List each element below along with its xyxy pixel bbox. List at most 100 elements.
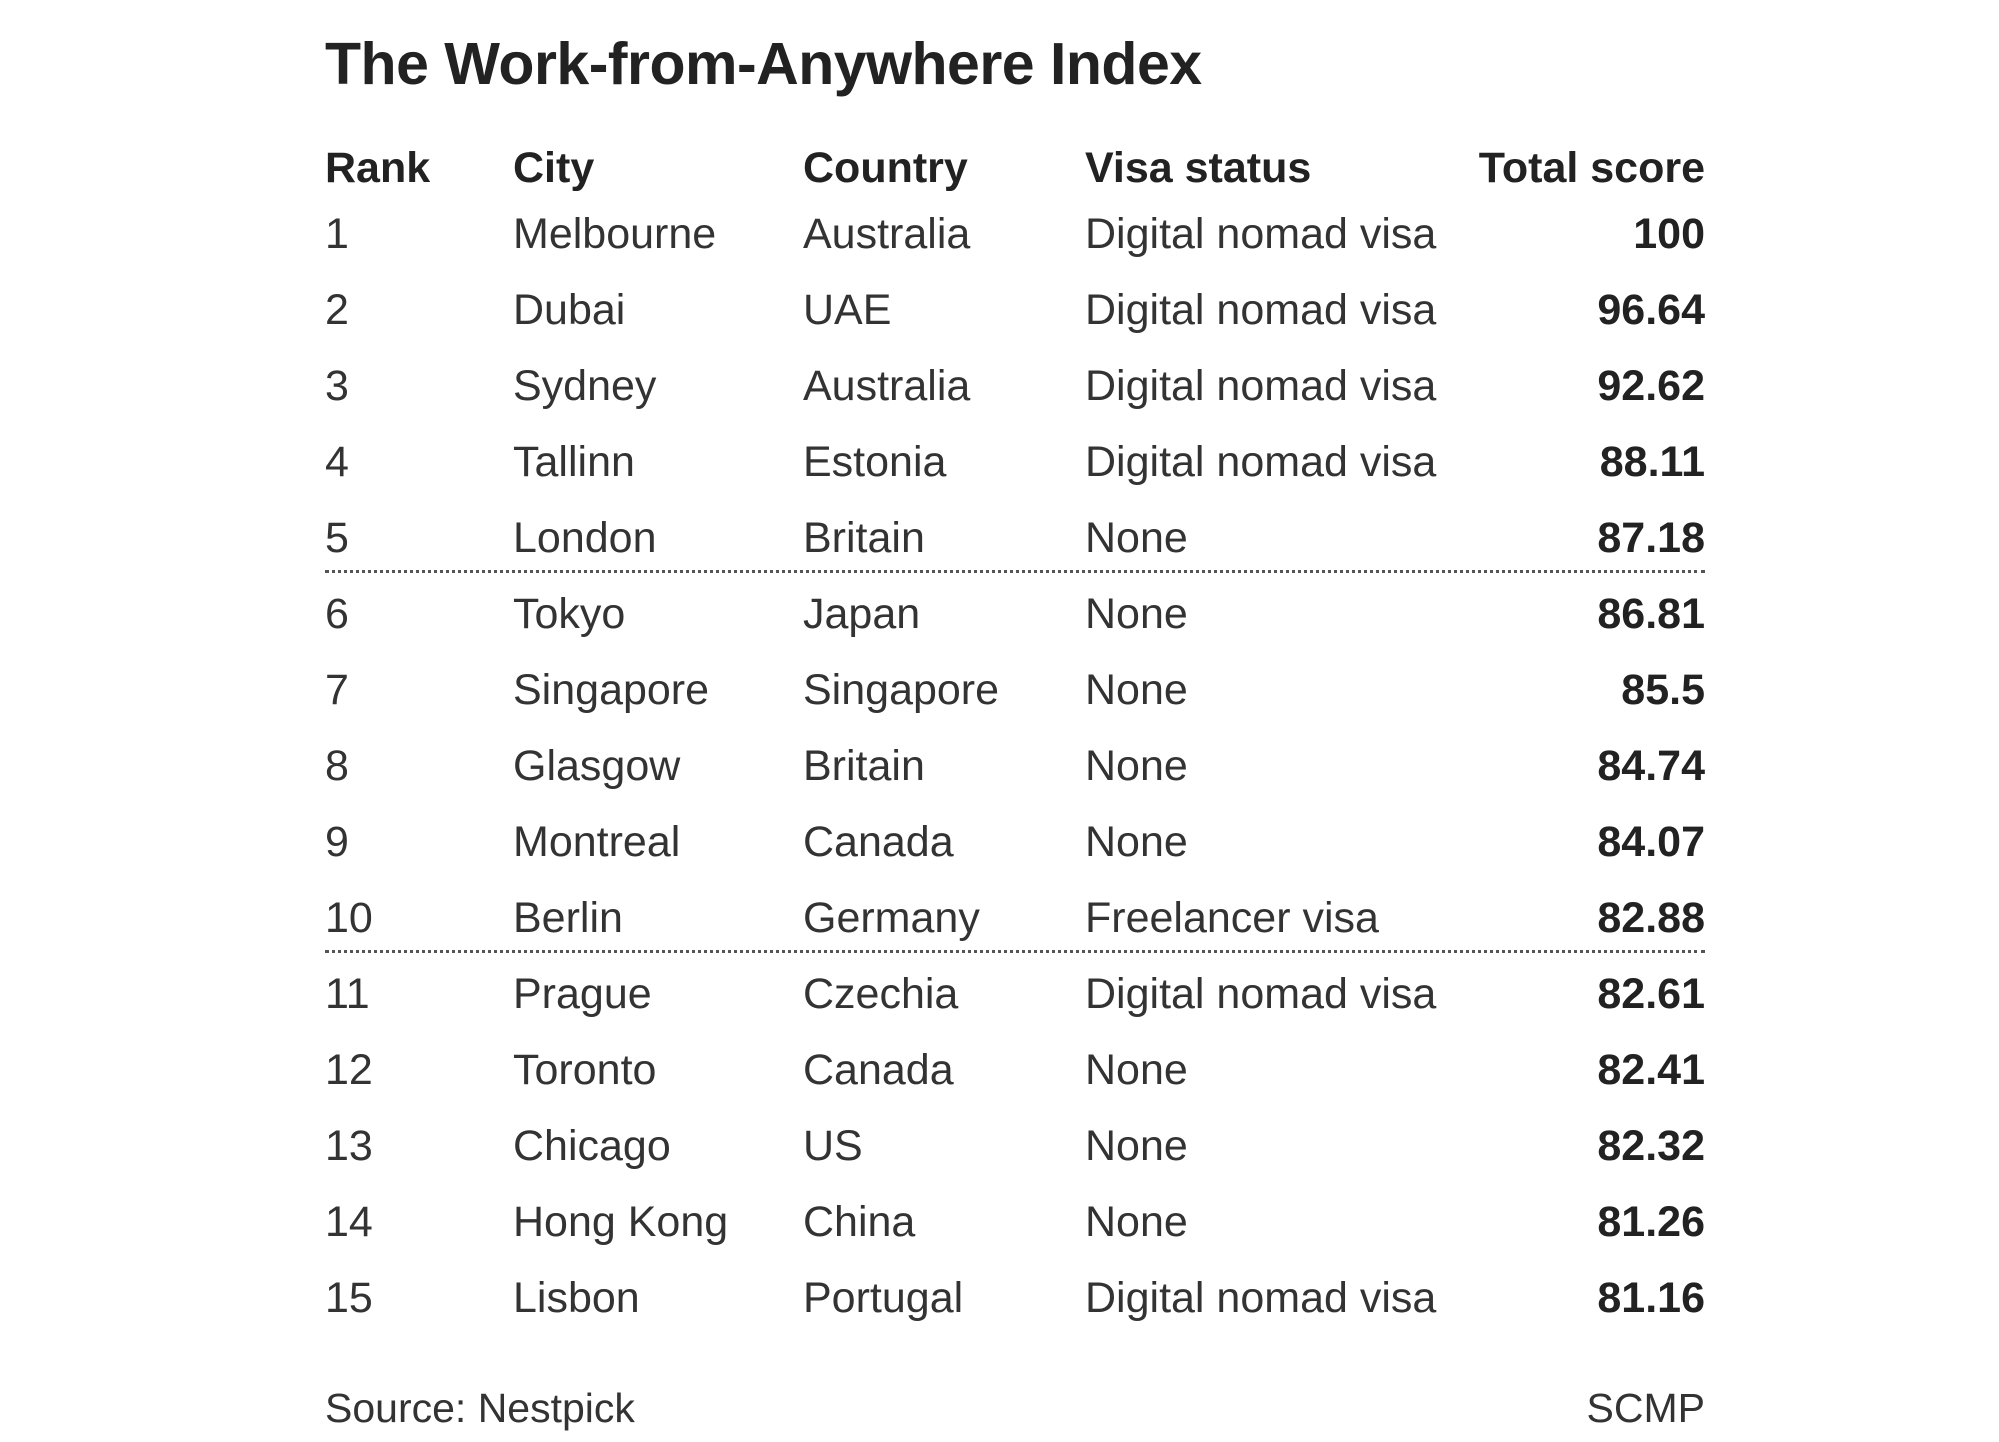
total-score-cell: 81.26 — [1597, 1198, 1705, 1246]
publisher-credit: SCMP — [1586, 1385, 1705, 1431]
table-row: 12 Toronto Canada None 82.41 — [325, 1036, 1705, 1112]
total-score-cell: 88.11 — [1599, 438, 1705, 486]
total-score-cell: 96.64 — [1597, 286, 1705, 334]
city-cell: Prague — [513, 970, 652, 1018]
rank-cell: 5 — [325, 514, 349, 562]
header-country: Country — [803, 144, 968, 192]
rank-cell: 15 — [325, 1274, 373, 1322]
table-row: 13 Chicago US None 82.32 — [325, 1112, 1705, 1188]
country-cell: Canada — [803, 1046, 954, 1094]
rank-cell: 7 — [325, 666, 349, 714]
total-score-cell: 82.88 — [1597, 894, 1705, 942]
country-cell: UAE — [803, 286, 892, 334]
table-row: 9 Montreal Canada None 84.07 — [325, 808, 1705, 884]
rank-cell: 8 — [325, 742, 349, 790]
rank-cell: 1 — [325, 210, 349, 258]
city-cell: Toronto — [513, 1046, 657, 1094]
city-cell: Berlin — [513, 894, 623, 942]
chart-title: The Work-from-Anywhere Index — [325, 31, 1202, 97]
country-cell: Germany — [803, 894, 980, 942]
city-cell: Sydney — [513, 362, 657, 410]
country-cell: Japan — [803, 590, 921, 638]
table-row: 10 Berlin Germany Freelancer visa 82.88 — [325, 884, 1705, 960]
visa-status-cell: None — [1085, 742, 1188, 790]
rank-cell: 6 — [325, 590, 349, 638]
total-score-cell: 82.32 — [1597, 1122, 1705, 1170]
table-row: 15 Lisbon Portugal Digital nomad visa 81.16 — [325, 1264, 1705, 1340]
visa-status-cell: Digital nomad visa — [1085, 362, 1437, 410]
country-cell: Estonia — [803, 438, 947, 486]
country-cell: Britain — [803, 514, 925, 562]
table-row: 3 Sydney Australia Digital nomad visa 92.62 — [325, 352, 1705, 428]
visa-status-cell: None — [1085, 1198, 1188, 1246]
country-cell: Canada — [803, 818, 954, 866]
table-row: 8 Glasgow Britain None 84.74 — [325, 732, 1705, 808]
visa-status-cell: None — [1085, 590, 1188, 638]
city-cell: Chicago — [513, 1122, 671, 1170]
visa-status-cell: None — [1085, 666, 1188, 714]
table-row: 11 Prague Czechia Digital nomad visa 82.61 — [325, 960, 1705, 1036]
table-row: 5 London Britain None 87.18 — [325, 504, 1705, 580]
total-score-cell: 81.16 — [1597, 1274, 1705, 1322]
total-score-cell: 84.74 — [1597, 742, 1705, 790]
rank-cell: 14 — [325, 1198, 373, 1246]
city-cell: Lisbon — [513, 1274, 640, 1322]
country-cell: Singapore — [803, 666, 1000, 714]
visa-status-cell: None — [1085, 1046, 1188, 1094]
country-cell: US — [803, 1122, 863, 1170]
country-cell: Britain — [803, 742, 925, 790]
group-divider — [325, 570, 1705, 573]
table-row: 1 Melbourne Australia Digital nomad visa 100 — [325, 200, 1705, 276]
country-cell: China — [803, 1198, 916, 1246]
total-score-cell: 87.18 — [1597, 514, 1705, 562]
total-score-cell: 86.81 — [1597, 590, 1705, 638]
city-cell: Hong Kong — [513, 1198, 729, 1246]
visa-status-cell: None — [1085, 1122, 1188, 1170]
rank-cell: 10 — [325, 894, 373, 942]
visa-status-cell: None — [1085, 818, 1188, 866]
table-row: 7 Singapore Singapore None 85.5 — [325, 656, 1705, 732]
rank-cell: 3 — [325, 362, 349, 410]
table-row: 2 Dubai UAE Digital nomad visa 96.64 — [325, 276, 1705, 352]
header-total-score: Total score — [1478, 144, 1705, 192]
rank-cell: 9 — [325, 818, 349, 866]
header-city: City — [513, 144, 595, 192]
total-score-cell: 92.62 — [1597, 362, 1705, 410]
rank-cell: 2 — [325, 286, 349, 334]
city-cell: Singapore — [513, 666, 710, 714]
total-score-cell: 82.41 — [1597, 1046, 1705, 1094]
country-cell: Czechia — [803, 970, 959, 1018]
rank-cell: 12 — [325, 1046, 373, 1094]
city-cell: Montreal — [513, 818, 681, 866]
group-divider — [325, 950, 1705, 953]
header-visa-status: Visa status — [1085, 144, 1312, 192]
total-score-cell: 100 — [1633, 210, 1705, 258]
rank-cell: 4 — [325, 438, 349, 486]
table-row: 6 Tokyo Japan None 86.81 — [325, 580, 1705, 656]
rank-cell: 13 — [325, 1122, 373, 1170]
city-cell: Tallinn — [513, 438, 635, 486]
table-row: 14 Hong Kong China None 81.26 — [325, 1188, 1705, 1264]
visa-status-cell: Digital nomad visa — [1085, 1274, 1437, 1322]
country-cell: Portugal — [803, 1274, 964, 1322]
total-score-cell: 84.07 — [1597, 818, 1705, 866]
header-rank: Rank — [325, 144, 431, 192]
visa-status-cell: Freelancer visa — [1085, 894, 1379, 942]
work-from-anywhere-table: The Work-from-Anywhere Index Rank City C… — [325, 0, 1705, 1442]
city-cell: Dubai — [513, 286, 626, 334]
table-row: 4 Tallinn Estonia Digital nomad visa 88.11 — [325, 428, 1705, 504]
visa-status-cell: Digital nomad visa — [1085, 286, 1437, 334]
country-cell: Australia — [803, 210, 971, 258]
visa-status-cell: Digital nomad visa — [1085, 438, 1437, 486]
rank-cell: 11 — [325, 970, 370, 1018]
total-score-cell: 85.5 — [1621, 666, 1705, 714]
total-score-cell: 82.61 — [1597, 970, 1705, 1018]
city-cell: Melbourne — [513, 210, 717, 258]
visa-status-cell: None — [1085, 514, 1188, 562]
city-cell: Tokyo — [513, 590, 626, 638]
city-cell: London — [513, 514, 657, 562]
visa-status-cell: Digital nomad visa — [1085, 970, 1437, 1018]
visa-status-cell: Digital nomad visa — [1085, 210, 1437, 258]
country-cell: Australia — [803, 362, 971, 410]
source-note: Source: Nestpick — [325, 1385, 635, 1431]
